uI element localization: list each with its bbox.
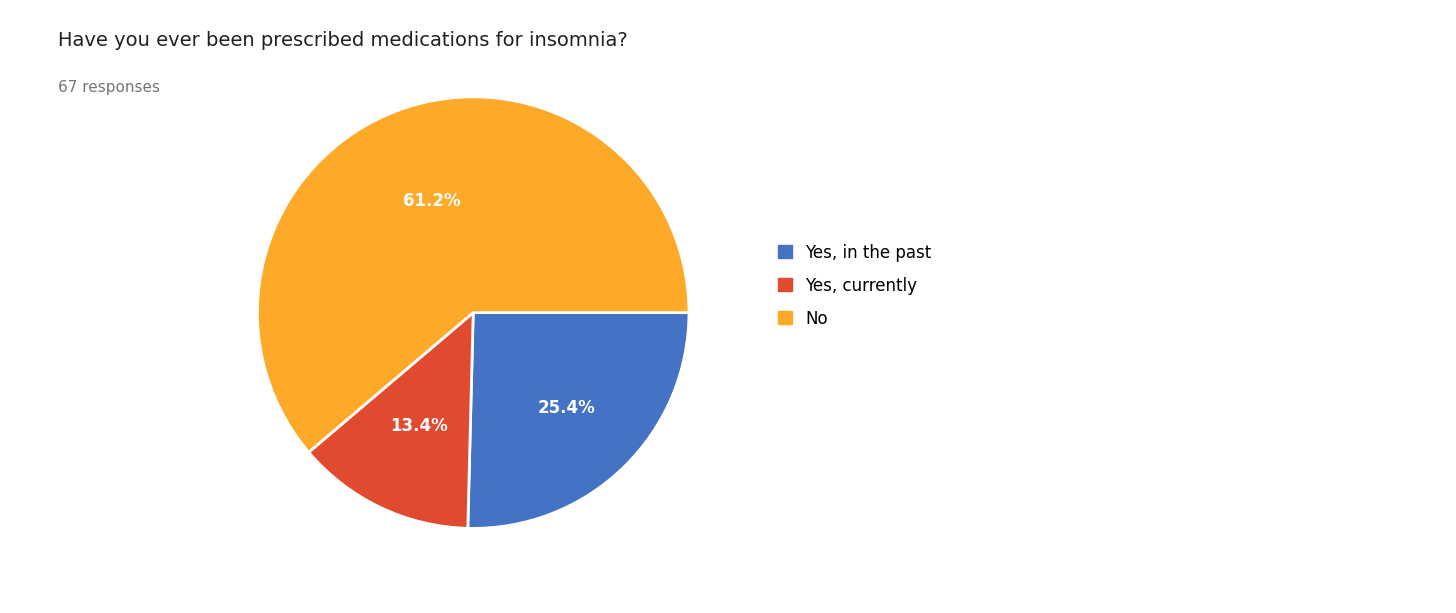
Legend: Yes, in the past, Yes, currently, No: Yes, in the past, Yes, currently, No	[778, 243, 932, 328]
Text: 25.4%: 25.4%	[537, 400, 596, 417]
Wedge shape	[309, 313, 473, 528]
Text: 67 responses: 67 responses	[58, 80, 160, 94]
Text: Have you ever been prescribed medications for insomnia?: Have you ever been prescribed medication…	[58, 31, 628, 50]
Text: 61.2%: 61.2%	[403, 192, 462, 210]
Wedge shape	[258, 97, 689, 452]
Text: 13.4%: 13.4%	[390, 416, 448, 435]
Wedge shape	[467, 313, 689, 528]
